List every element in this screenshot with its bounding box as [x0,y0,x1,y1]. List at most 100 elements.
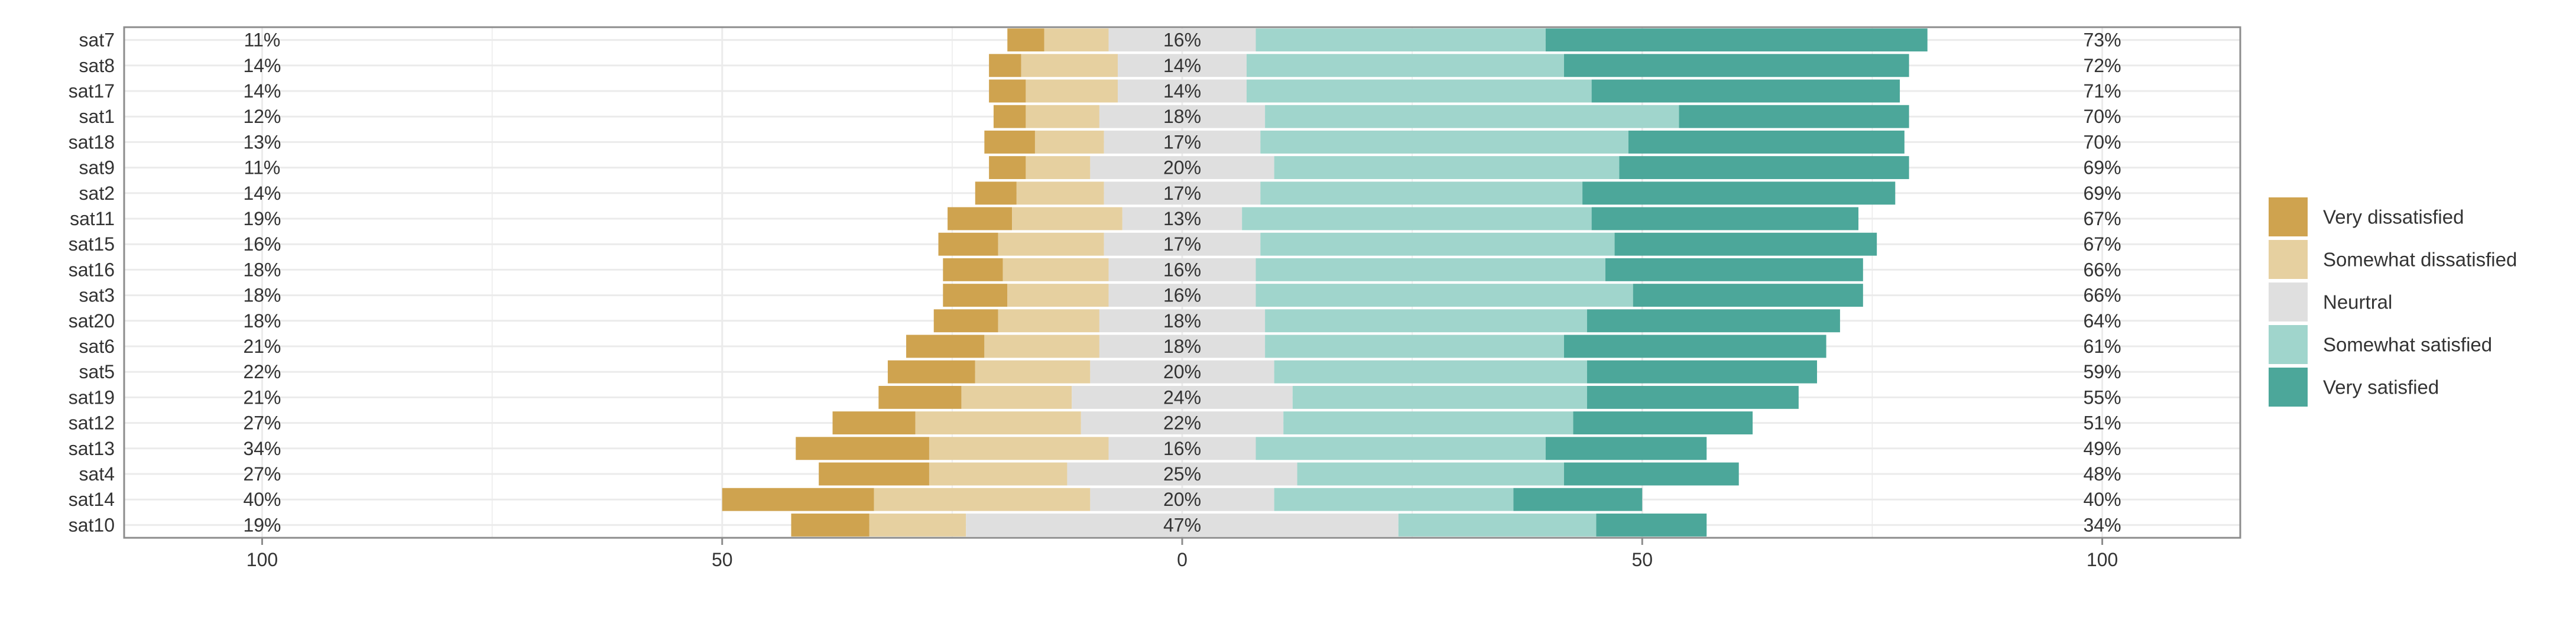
category-label: sat15 [69,233,115,255]
legend: Very dissatisfied Somewhat dissatisfied Ne… [2269,197,2517,407]
category-label: sat16 [69,259,115,280]
right-percent-label: 40% [2083,489,2121,510]
bar-segment-very-dissatisfied [943,284,1008,307]
legend-key [2269,325,2308,364]
right-percent-label: 70% [2083,106,2121,127]
bar-segment-somewhat-dissatisfied [1026,156,1091,180]
bar-segment-very-satisfied [1582,181,1896,205]
center-percent-label: 20% [1163,361,1201,382]
bar-segment-neurtral [1108,284,1256,307]
bar-segment-neurtral [1104,232,1261,256]
center-percent-label: 20% [1163,489,1201,510]
category-label: sat14 [69,489,115,510]
category-label: sat4 [79,463,115,485]
bar-segment-very-dissatisfied [975,181,1017,205]
bar-segment-somewhat-satisfied [1274,156,1620,180]
bar-segment-somewhat-satisfied [1265,105,1679,128]
bar-segment-very-satisfied [1587,385,1799,409]
right-percent-label: 73% [2083,30,2121,51]
x-tick-label: 50 [712,549,733,570]
bar-segment-somewhat-satisfied [1292,385,1587,409]
bar-segment-very-satisfied [1563,335,1826,358]
bar-segment-somewhat-satisfied [1283,411,1573,435]
bar-segment-somewhat-dissatisfied [1003,258,1109,281]
bar-segment-somewhat-satisfied [1260,232,1615,256]
left-percent-label: 21% [243,336,281,357]
left-percent-label: 14% [243,80,281,102]
bar-segment-somewhat-satisfied [1246,54,1564,77]
bar-segment-neurtral [1108,28,1256,52]
left-percent-label: 12% [243,106,281,127]
bar-segment-very-satisfied [1591,207,1859,230]
left-percent-label: 11% [244,30,281,51]
bar-segment-very-satisfied [1633,284,1863,307]
bar-segment-somewhat-satisfied [1255,284,1633,307]
category-label: sat8 [79,55,115,76]
bar-segment-somewhat-dissatisfied [1021,54,1118,77]
bar-segment-somewhat-satisfied [1255,258,1605,281]
bar-segment-somewhat-satisfied [1265,335,1564,358]
bars [722,28,1928,537]
left-percent-label: 21% [243,387,281,408]
bar-segment-somewhat-dissatisfied [998,309,1099,333]
bar-segment-very-dissatisfied [984,130,1035,154]
legend-label: Somewhat dissatisfied [2323,249,2517,271]
category-label: sat18 [69,131,115,152]
category-label: sat10 [69,514,115,535]
bar-segment-neurtral [1108,258,1256,281]
bar-segment-very-dissatisfied [993,105,1026,128]
bar-segment-somewhat-dissatisfied [998,232,1104,256]
right-percent-label: 55% [2083,387,2121,408]
right-percent-label: 49% [2083,438,2121,459]
bar-segment-very-satisfied [1679,105,1909,128]
center-percent-label: 13% [1163,208,1201,229]
bar-segment-very-satisfied [1587,360,1817,384]
bar-segment-somewhat-dissatisfied [1034,130,1104,154]
right-percent-label: 71% [2083,80,2121,102]
bar-segment-somewhat-satisfied [1255,28,1546,52]
left-percent-label: 19% [243,514,281,535]
bar-segment-very-dissatisfied [722,488,874,511]
left-percent-label: 18% [243,285,281,306]
center-percent-label: 14% [1163,55,1201,76]
bar-segment-very-satisfied [1587,309,1840,333]
bar-segment-very-satisfied [1596,513,1707,537]
center-percent-label: 16% [1163,438,1201,459]
category-label: sat7 [79,30,115,51]
bar-segment-very-satisfied [1614,232,1877,256]
bar-segment-neurtral [1104,130,1261,154]
bar-segment-somewhat-dissatisfied [874,488,1091,511]
legend-key [2269,282,2308,322]
bar-segment-very-satisfied [1591,79,1900,103]
legend-key [2269,197,2308,236]
bar-segment-very-satisfied [1605,258,1863,281]
bar-segment-somewhat-satisfied [1274,488,1514,511]
bar-segment-neurtral [1099,105,1266,128]
center-percent-label: 16% [1163,259,1201,280]
category-label: sat2 [79,183,115,204]
bar-segment-neurtral [1099,309,1266,333]
bar-segment-neurtral [966,513,1399,537]
category-label: sat3 [79,285,115,306]
left-percent-label: 14% [243,183,281,204]
bar-segment-somewhat-dissatisfied [1044,28,1109,52]
legend-label: Very dissatisfied [2323,206,2464,228]
x-tick-label: 50 [1631,549,1653,570]
legend-label: Somewhat satisfied [2323,334,2492,356]
bar-segment-somewhat-dissatisfied [961,385,1072,409]
category-label: sat11 [70,208,115,229]
left-percent-label: 18% [243,310,281,332]
right-percent-label: 61% [2083,336,2121,357]
bar-segment-neurtral [1090,360,1274,384]
left-percent-label: 40% [243,489,281,510]
right-percent-label: 34% [2083,514,2121,535]
right-percent-label: 69% [2083,157,2121,178]
category-label: sat1 [79,106,115,127]
bar-segment-very-dissatisfied [938,232,998,256]
bar-segment-somewhat-dissatisfied [1012,207,1122,230]
bar-segment-very-dissatisfied [832,411,916,435]
bar-segment-very-dissatisfied [989,54,1021,77]
bar-segment-somewhat-satisfied [1260,181,1583,205]
x-tick-label: 100 [2087,549,2118,570]
bar-segment-somewhat-satisfied [1260,130,1628,154]
